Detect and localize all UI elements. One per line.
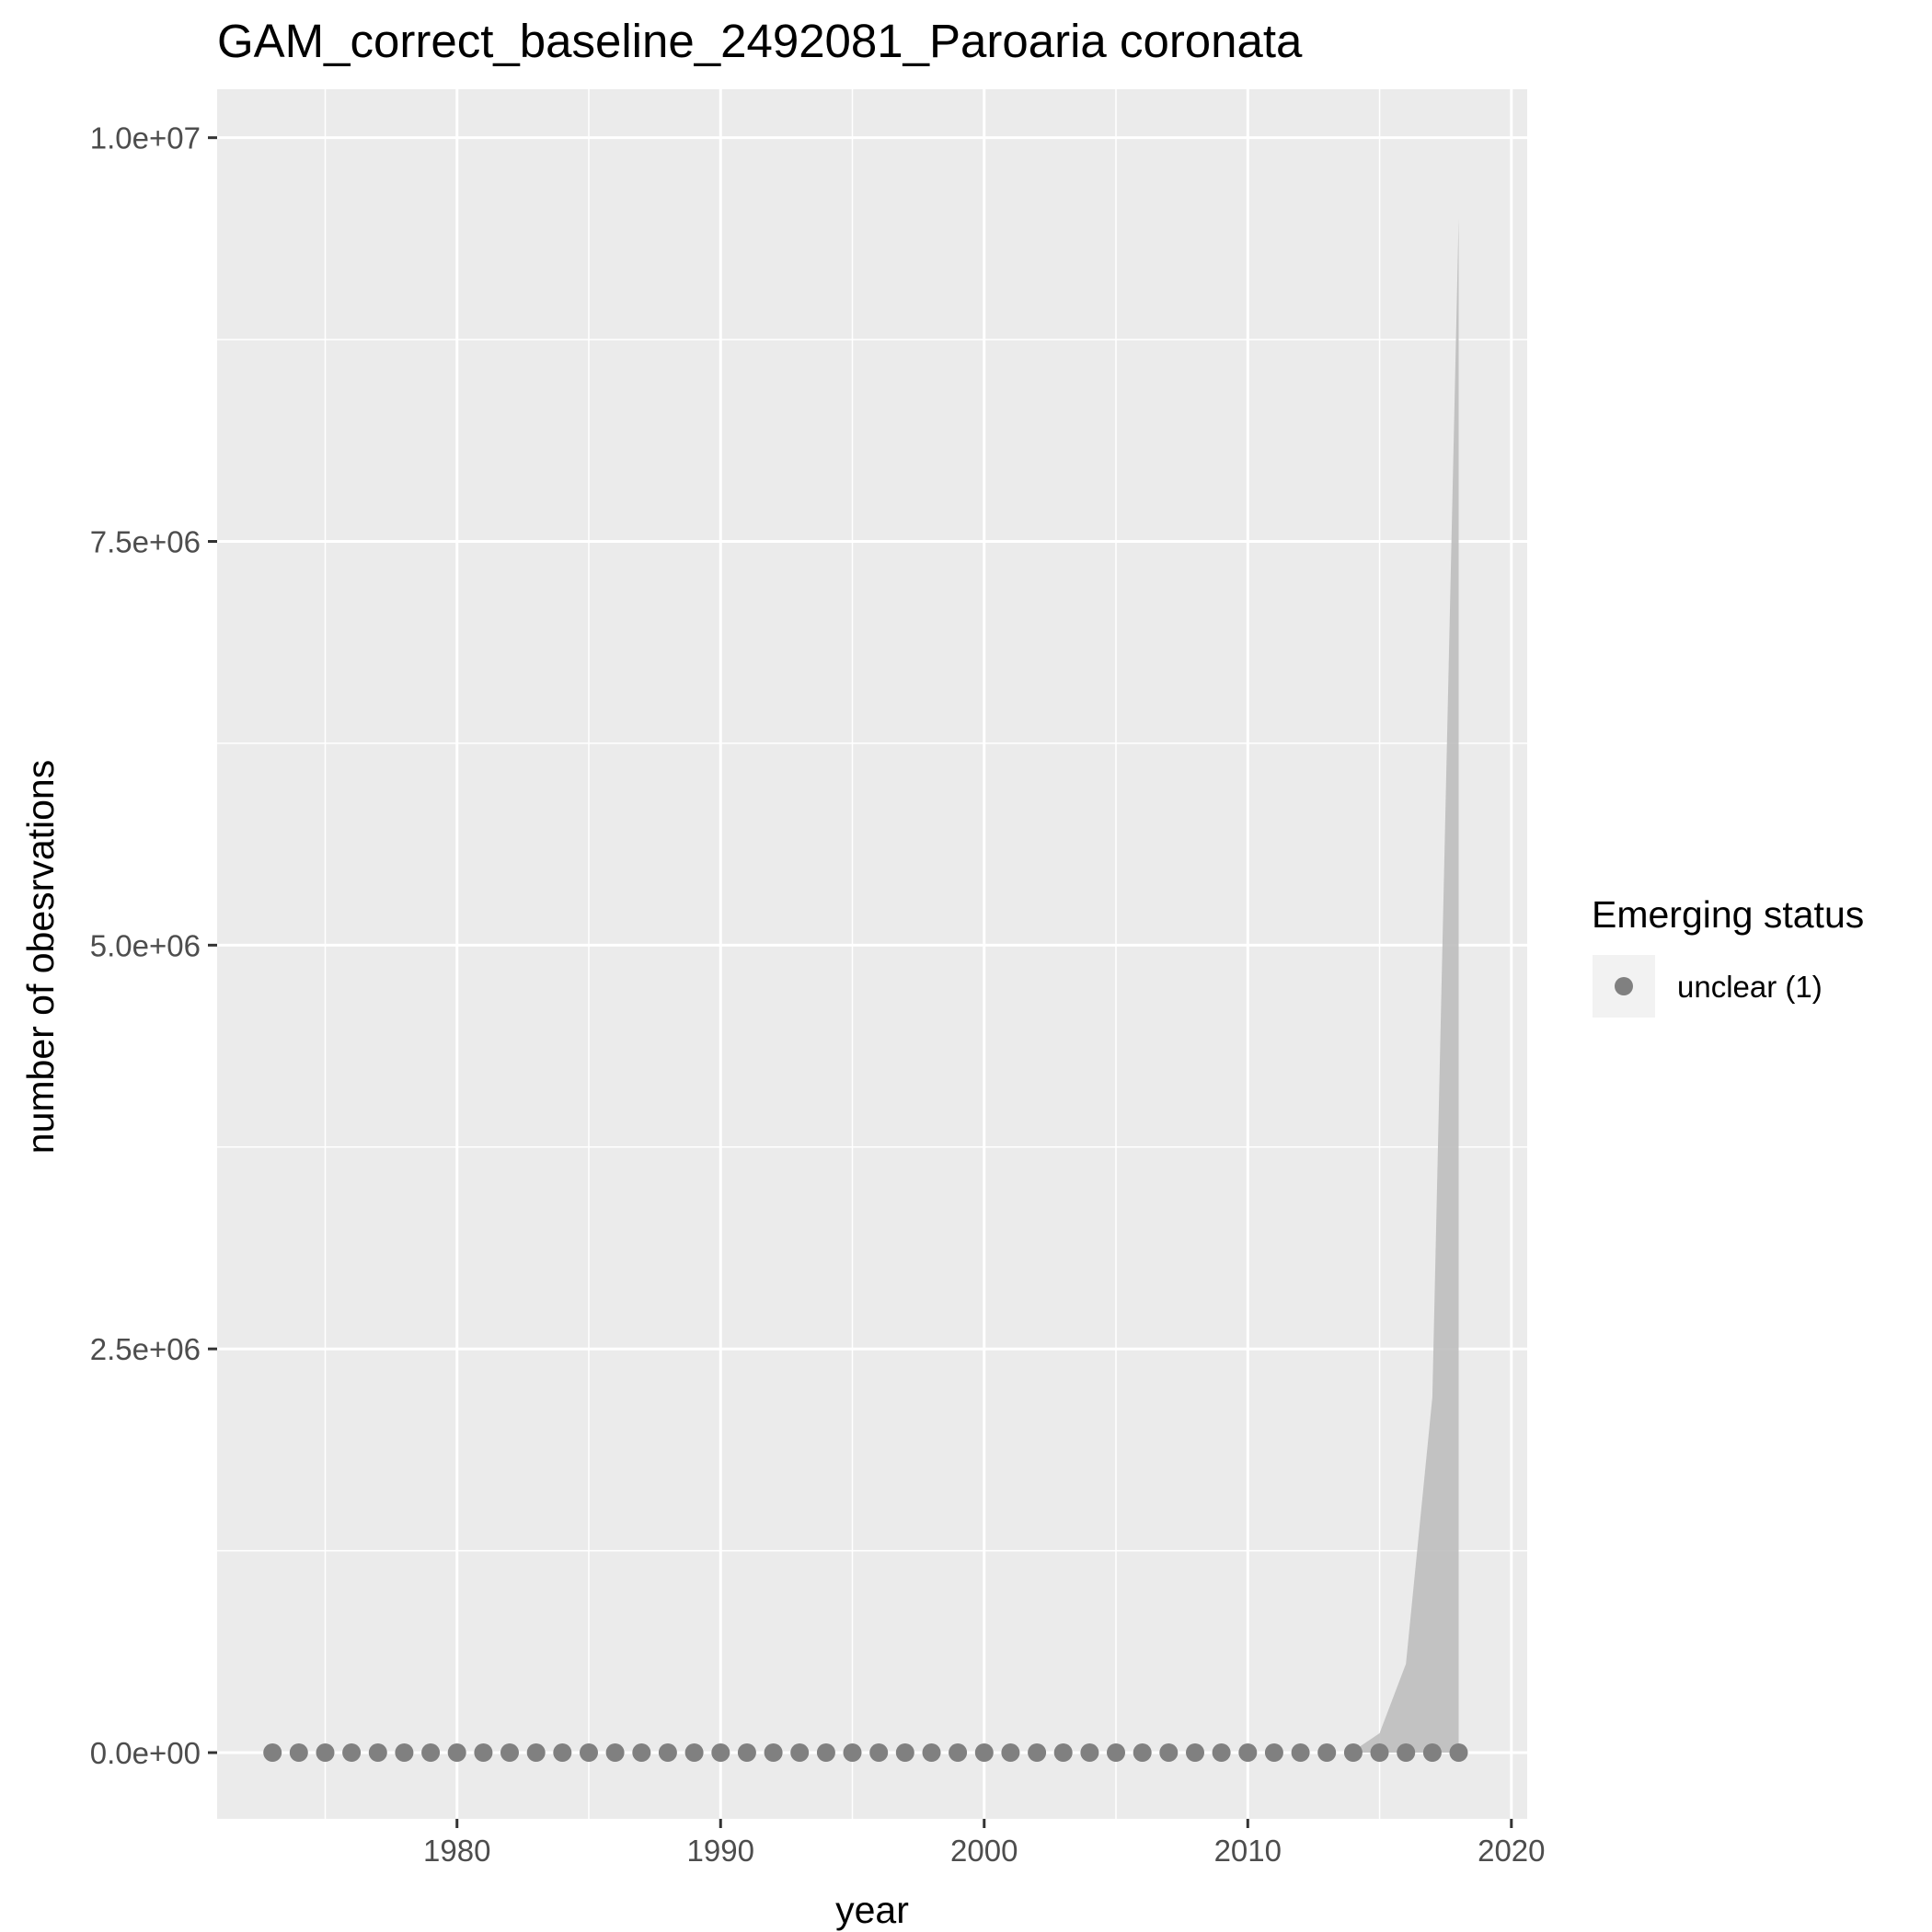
data-point	[553, 1743, 572, 1762]
confidence-band-area	[1352, 218, 1459, 1753]
x-tick-label: 1980	[423, 1834, 490, 1868]
data-point	[580, 1743, 598, 1762]
data-point	[843, 1743, 862, 1762]
y-axis-title: number of obesrvations	[19, 760, 62, 1154]
data-point	[632, 1743, 651, 1762]
data-point	[1001, 1743, 1020, 1762]
data-point	[790, 1743, 810, 1762]
data-point	[421, 1743, 441, 1762]
data-point	[474, 1743, 493, 1762]
legend: Emerging status unclear (1)	[1592, 893, 1864, 1018]
x-tick-label: 1990	[687, 1834, 754, 1868]
data-points	[263, 1743, 1468, 1762]
y-tick-label: 2.5e+06	[90, 1332, 201, 1366]
x-tick-label: 2010	[1214, 1834, 1282, 1868]
data-point	[974, 1743, 994, 1762]
data-point	[447, 1743, 466, 1762]
data-point	[1238, 1743, 1258, 1762]
data-point	[316, 1743, 335, 1762]
data-point	[1370, 1743, 1389, 1762]
data-point	[395, 1743, 414, 1762]
data-point	[526, 1743, 546, 1762]
y-tick-label: 7.5e+06	[90, 525, 201, 559]
data-point	[1159, 1743, 1179, 1762]
data-point	[342, 1743, 362, 1762]
data-point	[1422, 1743, 1442, 1762]
data-point	[1449, 1743, 1468, 1762]
data-point	[1317, 1743, 1337, 1762]
minor-gridlines	[217, 89, 1527, 1819]
data-point	[1133, 1743, 1152, 1762]
legend-key-dot	[1615, 977, 1633, 995]
data-point	[1186, 1743, 1204, 1762]
data-point	[816, 1743, 835, 1762]
data-point	[869, 1743, 889, 1762]
data-point	[263, 1743, 282, 1762]
x-tick-label: 2020	[1478, 1834, 1545, 1868]
data-point	[1212, 1743, 1231, 1762]
data-point	[500, 1743, 519, 1762]
chart-title: GAM_correct_baseline_2492081_Paroaria co…	[217, 15, 1303, 67]
data-point	[1291, 1743, 1310, 1762]
x-axis: 1980 1990 2000 2010 2020	[423, 1819, 1546, 1868]
data-point	[658, 1743, 677, 1762]
x-tick-label: 2000	[950, 1834, 1018, 1868]
data-point	[764, 1743, 783, 1762]
data-point	[737, 1743, 756, 1762]
data-point	[711, 1743, 730, 1762]
data-point	[1080, 1743, 1099, 1762]
confidence-band	[1352, 218, 1459, 1753]
data-point	[1397, 1743, 1416, 1762]
y-tick-label: 1.0e+07	[90, 121, 201, 155]
data-point	[368, 1743, 387, 1762]
y-tick-label: 5.0e+06	[90, 928, 201, 962]
data-point	[1028, 1743, 1047, 1762]
y-axis: 0.0e+00 2.5e+06 5.0e+06 7.5e+06 1.0e+07	[90, 121, 217, 1770]
legend-title: Emerging status	[1592, 893, 1864, 936]
data-point	[289, 1743, 308, 1762]
data-point	[605, 1743, 625, 1762]
data-point	[895, 1743, 914, 1762]
legend-entry-label: unclear (1)	[1677, 970, 1823, 1004]
data-point	[1107, 1743, 1125, 1762]
x-axis-title: year	[835, 1889, 909, 1931]
data-point	[949, 1743, 968, 1762]
data-point	[1053, 1743, 1073, 1762]
y-tick-label: 0.0e+00	[90, 1736, 201, 1770]
data-point	[1264, 1743, 1283, 1762]
data-point	[684, 1743, 704, 1762]
plot-panel	[217, 89, 1527, 1819]
data-point	[1343, 1743, 1363, 1762]
data-point	[922, 1743, 941, 1762]
